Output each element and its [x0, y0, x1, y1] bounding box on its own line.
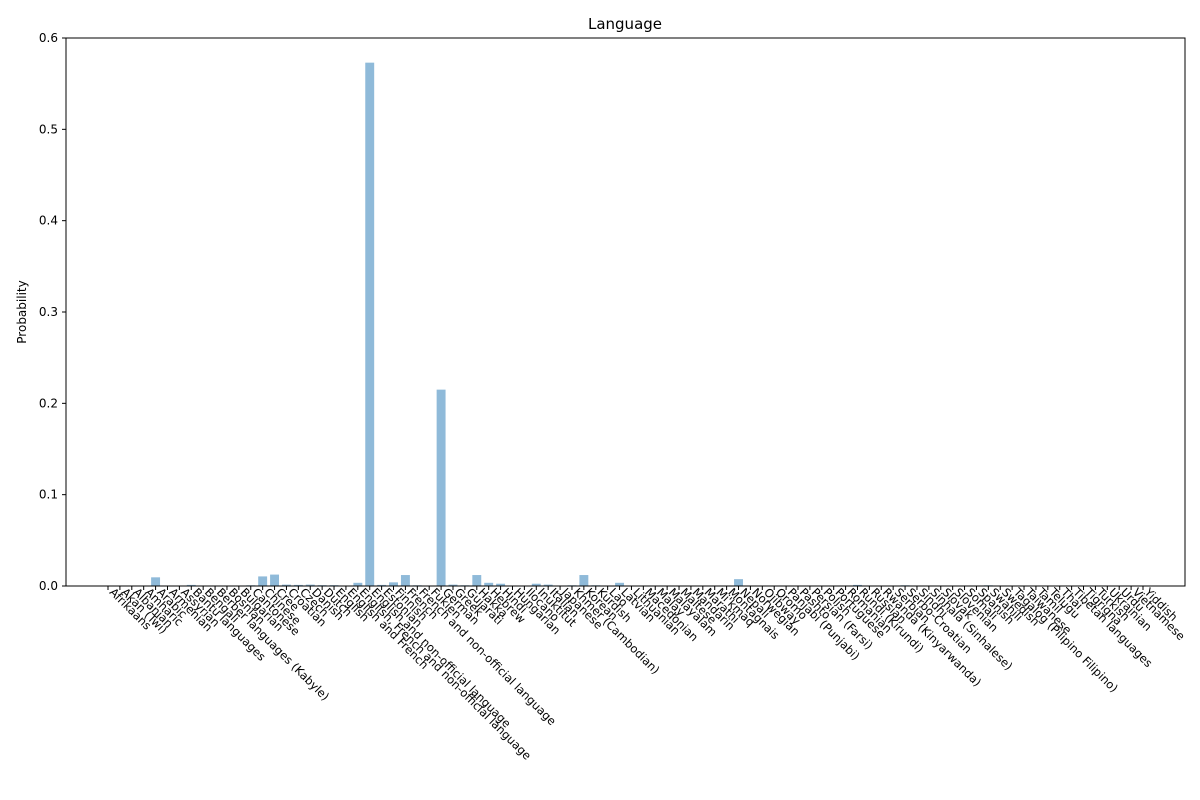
bar	[579, 575, 589, 586]
y-tick-label: 0.2	[39, 396, 58, 410]
bar	[270, 574, 280, 586]
plot-frame	[65, 37, 1186, 587]
y-axis-title: Probability	[15, 280, 29, 343]
bar	[377, 584, 387, 586]
bar	[734, 579, 743, 586]
bar	[389, 582, 398, 586]
bar	[472, 575, 482, 586]
bar	[186, 584, 196, 586]
bar	[615, 582, 625, 586]
bar	[853, 584, 862, 586]
y-tick-label: 0.4	[39, 214, 58, 228]
bar	[436, 389, 446, 586]
bar	[305, 584, 315, 586]
chart-title: Language	[588, 15, 662, 33]
bar	[281, 584, 291, 586]
bar	[400, 575, 410, 586]
bar	[365, 62, 375, 587]
bar	[484, 582, 494, 586]
y-tick-label: 0.3	[39, 305, 58, 319]
bar	[531, 583, 541, 586]
bar	[293, 584, 303, 586]
y-tick-label: 0.1	[39, 488, 58, 502]
y-tick-label: 0.0	[39, 579, 58, 593]
bar	[543, 584, 553, 586]
bars-group	[103, 62, 1148, 587]
bar	[496, 583, 506, 586]
bar	[353, 582, 363, 586]
bar	[258, 576, 268, 586]
bar	[151, 577, 161, 586]
y-tick-label: 0.5	[39, 122, 58, 136]
y-tick-label: 0.6	[39, 31, 58, 45]
bar	[448, 584, 458, 586]
y-axis-ticks: 0.0 0.1 0.2 0.3 0.4 0.5 0.6	[39, 31, 66, 593]
